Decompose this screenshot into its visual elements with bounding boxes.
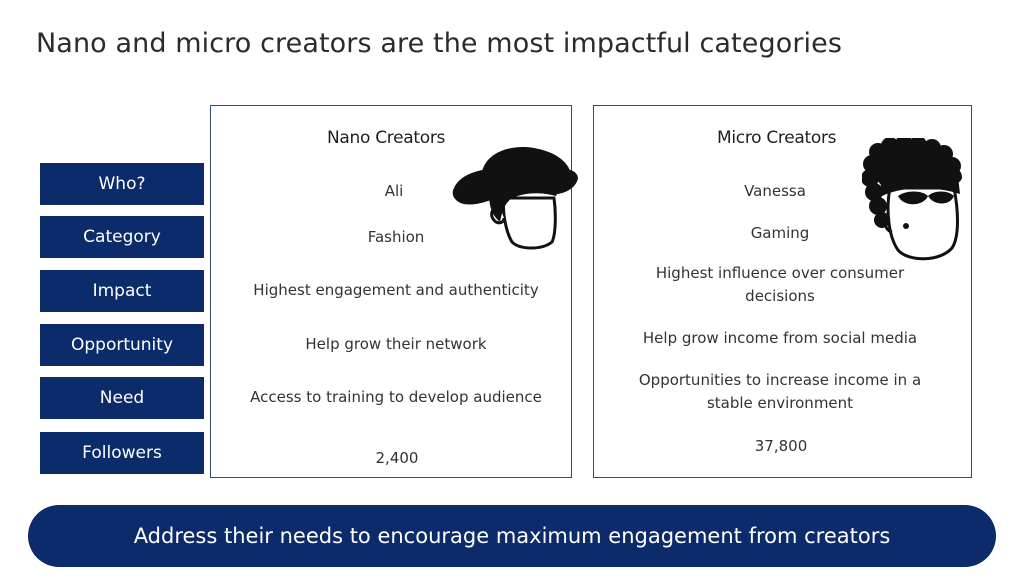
micro-need: Opportunities to increase income in a st… [638,371,922,412]
micro-opportunity: Help grow income from social media [642,329,918,347]
person-hat-icon [452,147,578,250]
row-label-who: Who? [40,163,204,205]
person-bandana-icon [862,138,962,261]
footer-banner: Address their needs to encourage maximum… [28,505,996,567]
nano-heading: Nano Creators [327,128,446,148]
micro-category: Gaming [750,224,810,242]
nano-followers: 2,400 [375,449,419,467]
row-label-impact: Impact [40,270,204,312]
nano-who: Ali [384,182,404,200]
micro-impact: Highest influence over consumer decision… [655,264,905,305]
row-label-opportunity: Opportunity [40,324,204,366]
micro-heading: Micro Creators [717,128,837,148]
footer-text: Address their needs to encourage maximum… [133,524,891,548]
row-label-category: Category [40,216,204,258]
row-label-need: Need [40,377,204,419]
row-label-followers: Followers [40,432,204,474]
nano-impact: Highest engagement and authenticity [253,281,539,299]
nano-need: Access to training to develop audience [250,388,542,406]
micro-who: Vanessa [744,182,806,200]
nano-category: Fashion [367,228,425,246]
micro-followers: 37,800 [754,437,808,455]
slide-title: Nano and micro creators are the most imp… [36,28,842,59]
nano-opportunity: Help grow their network [305,335,487,353]
